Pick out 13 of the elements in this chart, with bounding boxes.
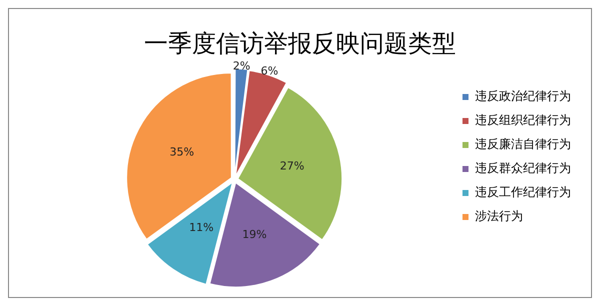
legend-label: 违反廉洁自律行为: [475, 137, 571, 152]
data-label: 6%: [260, 64, 278, 78]
data-label: 27%: [280, 159, 304, 172]
legend-label: 违反工作纪律行为: [475, 185, 571, 200]
data-label: 2%: [232, 59, 250, 72]
data-label: 35%: [170, 145, 194, 158]
legend-label: 违反政治纪律行为: [475, 89, 571, 104]
legend-label: 违反群众纪律行为: [475, 161, 571, 176]
chart-title: 一季度信访举报反映问题类型: [144, 30, 456, 58]
legend-label: 涉法行为: [475, 209, 523, 224]
legend-label: 违反组织纪律行为: [475, 113, 571, 128]
data-label: 11%: [189, 221, 214, 234]
data-label: 19%: [242, 228, 267, 241]
